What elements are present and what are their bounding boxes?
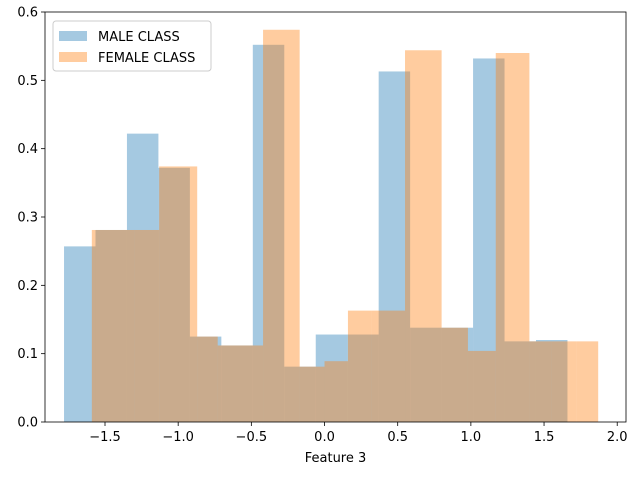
histogram-bar (536, 340, 568, 422)
y-tick-label: 0.4 (17, 142, 38, 157)
histogram-bar (576, 341, 599, 422)
histogram-bar (217, 345, 264, 422)
histogram-bar (189, 336, 222, 422)
x-tick-label: 0.0 (314, 430, 335, 445)
histogram-bar (315, 334, 348, 422)
y-tick-label: 0.1 (17, 347, 38, 362)
series-female (91, 29, 599, 423)
histogram-bar (197, 336, 218, 422)
histogram-bar (529, 341, 552, 422)
histogram-bar (91, 229, 135, 422)
x-tick-label: 1.0 (461, 430, 482, 445)
axes-layer: −1.5 −1.0 −0.5 0.0 0.5 1.0 1.5 2.0 0.0 0.1 0.2 0.3 0… (17, 6, 627, 446)
legend-label: MALE CLASS (98, 30, 180, 45)
x-axis-label: Feature 3 (305, 451, 367, 466)
y-tick-label: 0.0 (17, 416, 38, 431)
y-tick-label: 0.6 (17, 6, 38, 21)
series-male (64, 44, 568, 423)
histogram-bar (252, 44, 285, 423)
histogram-bar (95, 229, 127, 422)
histogram-bar (134, 229, 160, 422)
histogram-bar (263, 29, 300, 423)
histogram-bar (371, 310, 406, 422)
y-tick-label: 0.3 (17, 211, 38, 226)
legend-swatch (59, 31, 87, 41)
bars-layer (64, 29, 599, 423)
x-tick-label: 0.5 (387, 430, 408, 445)
histogram-bar (504, 341, 536, 422)
histogram-bar (158, 167, 190, 422)
histogram-bar (410, 327, 442, 422)
x-tick-label: −1.5 (89, 430, 121, 445)
histogram-bar (159, 166, 198, 422)
legend-box (52, 20, 212, 72)
histogram-bar (299, 366, 325, 422)
histogram-bar (378, 71, 411, 422)
x-tick-label: 1.5 (534, 430, 555, 445)
legend: MALE CLASS FEMALE CLASS (52, 20, 212, 72)
x-tick-label: 2.0 (607, 430, 628, 445)
histogram-bar (473, 58, 505, 422)
legend-swatch (59, 52, 87, 62)
histogram-bar (405, 50, 442, 423)
y-tick-label: 0.2 (17, 279, 38, 294)
histogram-bar (221, 345, 253, 422)
histogram-bar (441, 327, 474, 422)
histogram-bar (441, 327, 468, 422)
histogram-bar (551, 341, 577, 422)
x-tick-label: −1.0 (162, 430, 194, 445)
histogram-bar (347, 310, 372, 422)
histogram-bar (64, 246, 96, 422)
legend-label: FEMALE CLASS (98, 51, 195, 66)
histogram-bar (467, 350, 496, 422)
y-tick-label: 0.5 (17, 74, 38, 89)
histogram-bar (324, 361, 348, 422)
histogram-bar (126, 133, 159, 422)
x-tick-label: −0.5 (236, 430, 268, 445)
histogram-bar (284, 366, 316, 422)
histogram-bar (347, 334, 379, 422)
histogram-bar (495, 53, 530, 422)
